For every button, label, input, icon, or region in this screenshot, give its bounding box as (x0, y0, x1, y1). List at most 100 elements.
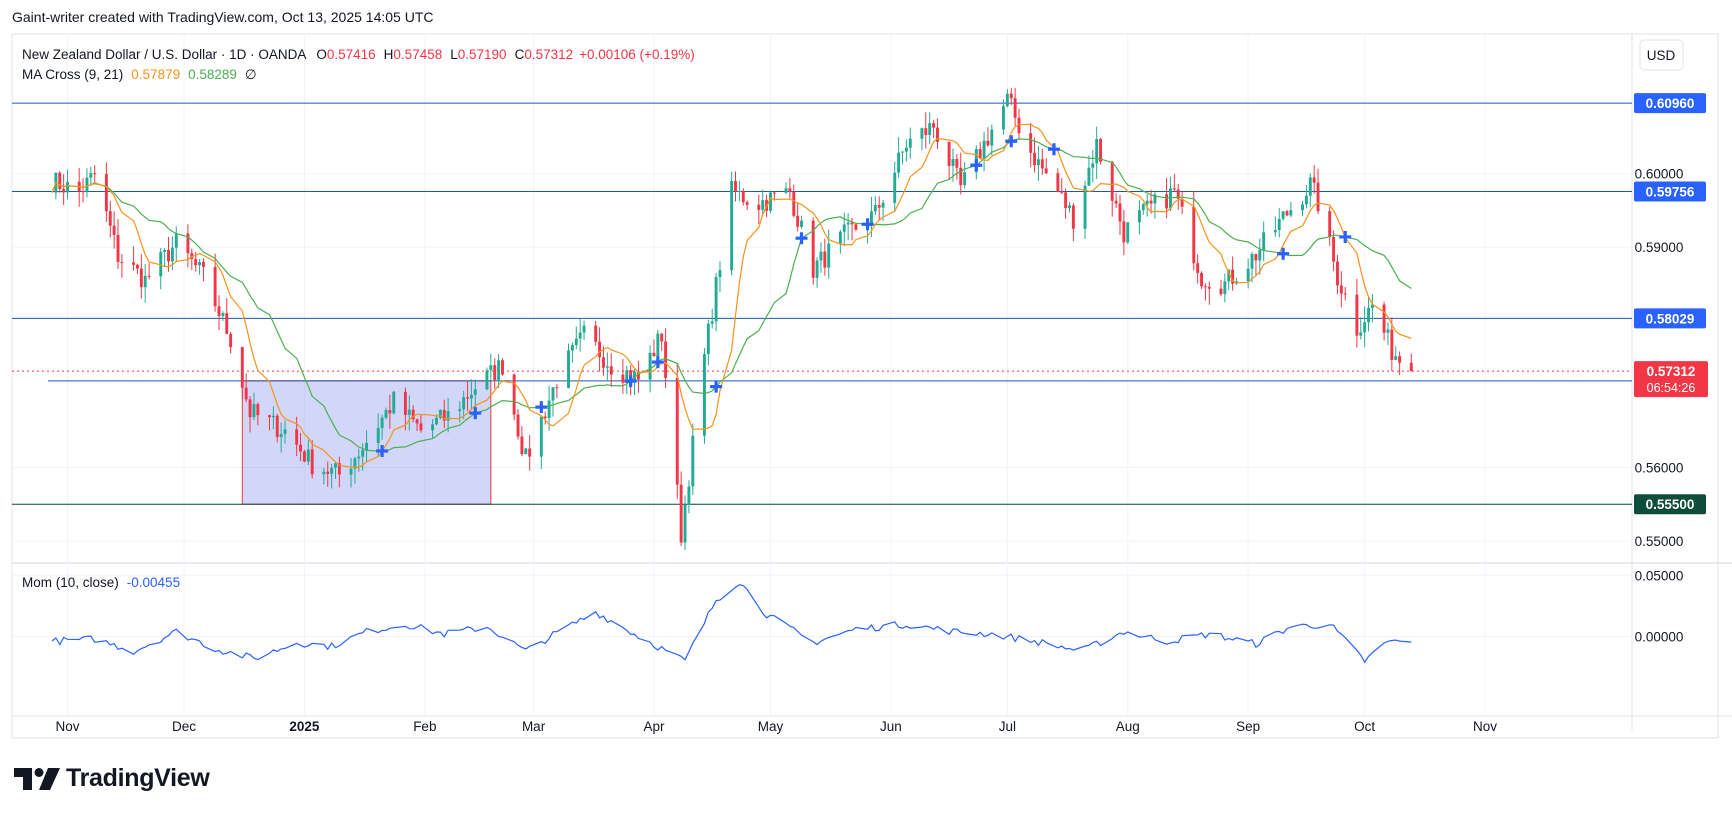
candle-body (594, 325, 598, 342)
candle-body (485, 370, 489, 390)
candle-body (1149, 200, 1153, 204)
candle-body (574, 338, 578, 346)
x-tick-label: May (758, 719, 784, 734)
candle-body (524, 448, 528, 455)
candle-body (936, 127, 939, 142)
candle-body (702, 354, 706, 436)
x-tick-label: Feb (413, 719, 436, 734)
candle-body (675, 377, 679, 485)
candle-body (66, 181, 69, 193)
candle-body (959, 167, 963, 186)
chart-canvas[interactable]: Nov Dec 2025 Feb Mar Apr May Jun Jul Aug Sep Oct Nov… (0, 0, 1732, 760)
candle-body (202, 262, 205, 267)
x-tick-label: Dec (172, 719, 196, 734)
x-tick-label: Nov (1473, 719, 1497, 734)
candle-body (1363, 322, 1367, 333)
candle-body (1091, 163, 1095, 168)
candle-body (528, 448, 532, 457)
candle-body (1036, 159, 1040, 166)
candle-body (792, 192, 796, 216)
candle-body (850, 222, 854, 225)
candle-body (1153, 194, 1157, 204)
candle-body (516, 414, 520, 437)
plot-background (11, 33, 1719, 739)
candle-body (163, 249, 167, 252)
candle-body (159, 251, 163, 277)
ma-cross-marker (970, 159, 983, 172)
candle-body (132, 262, 136, 265)
candle-body (656, 333, 660, 357)
candle-body (578, 332, 582, 339)
candle-body (419, 423, 423, 431)
ma-cross-legend[interactable]: MA Cross (9, 21) 0.57879 0.58289 ∅ (22, 67, 257, 82)
candle-body (349, 468, 353, 475)
symbol-title[interactable]: New Zealand Dollar / U.S. Dollar · 1D · … (22, 47, 695, 62)
candle-body (1169, 188, 1172, 209)
candle-body (1359, 332, 1363, 336)
candle-body (89, 173, 93, 178)
candle-body (1273, 229, 1277, 233)
candle-body (1033, 152, 1037, 166)
candle-body (823, 251, 827, 268)
candle-body (1231, 269, 1235, 284)
candle-body (901, 151, 904, 153)
candle-body (357, 456, 361, 459)
candle-body (302, 451, 306, 462)
candle-body (928, 123, 932, 135)
candle-body (605, 366, 609, 368)
candle-body (955, 159, 959, 168)
candle-body (198, 262, 202, 266)
candle-body (462, 397, 466, 410)
candle-body (147, 275, 151, 277)
candle-body (473, 389, 477, 395)
candle-body (815, 260, 819, 278)
candle-body (330, 467, 334, 474)
candle-body (660, 333, 664, 342)
chart-frame (11, 33, 1732, 739)
candle-body (194, 258, 198, 266)
ma-cross-marker (1339, 230, 1352, 243)
candle-body (1262, 232, 1266, 251)
candle-body (963, 172, 967, 186)
candle-body (1172, 188, 1176, 190)
tradingview-logo[interactable]: TradingView (14, 764, 210, 793)
candle-body (403, 391, 407, 415)
momentum-tick-label: 0.05000 (1635, 568, 1684, 583)
candle-body (1219, 288, 1223, 295)
candle-body (411, 409, 415, 420)
candle-body (299, 444, 303, 452)
candle-body (737, 190, 741, 193)
candle-body (116, 234, 120, 262)
candle-body (1099, 138, 1103, 162)
candle-body (897, 152, 901, 173)
ma-cross-marker (795, 232, 808, 245)
candle-body (512, 374, 516, 415)
candle-body (466, 397, 470, 399)
candle-body (602, 357, 605, 368)
candle-body (811, 220, 815, 278)
candle-body (62, 189, 66, 193)
grid-lines (12, 34, 1632, 716)
price-level-label: 0.59756 (1646, 185, 1695, 200)
currency-selector[interactable]: USD (1639, 39, 1684, 71)
candle-body (893, 172, 897, 203)
candle-body (842, 224, 846, 232)
candle-body (932, 123, 936, 128)
candle-body (279, 434, 283, 438)
candle-body (551, 387, 555, 401)
candle-body (1343, 293, 1347, 295)
last-price-badge (1634, 361, 1708, 398)
candle-body (625, 370, 629, 383)
candle-body (295, 429, 299, 445)
candle-body (1114, 200, 1118, 204)
candle-body (745, 202, 749, 205)
candle-body (1312, 177, 1316, 183)
candle-body (353, 458, 357, 469)
candle-body (718, 270, 722, 278)
candle-body (1328, 211, 1332, 238)
currency-label[interactable]: USD (1647, 48, 1676, 63)
candle-body (186, 233, 190, 254)
candle-body (469, 394, 473, 399)
momentum-legend[interactable]: Mom (10, close) -0.00455 (22, 575, 180, 590)
candle-body (497, 360, 501, 381)
